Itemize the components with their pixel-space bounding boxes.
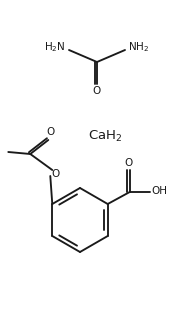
Text: O: O: [46, 127, 54, 137]
Text: H$_2$N: H$_2$N: [44, 40, 66, 54]
Text: OH: OH: [152, 186, 168, 196]
Text: O: O: [51, 169, 59, 179]
Text: O: O: [125, 158, 133, 168]
Text: CaH$_2$: CaH$_2$: [88, 128, 122, 143]
Text: NH$_2$: NH$_2$: [129, 40, 150, 54]
Text: O: O: [92, 86, 100, 96]
